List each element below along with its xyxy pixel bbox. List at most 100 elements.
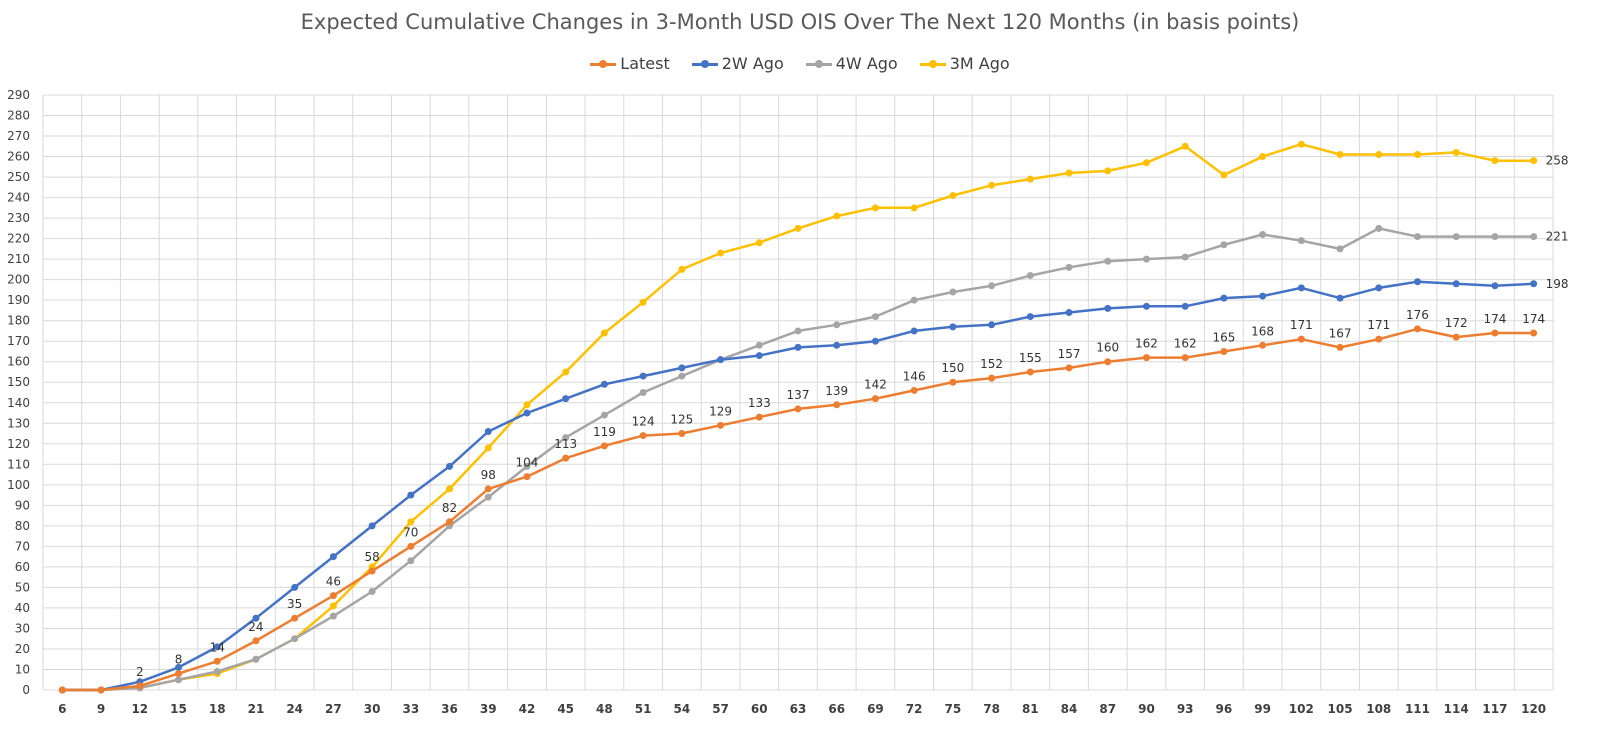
data-point-3m-ago [833, 212, 841, 220]
data-point-4w-ago [407, 557, 415, 565]
data-point-latest [717, 421, 725, 429]
data-label: 8 [175, 653, 183, 667]
x-tick-label: 51 [635, 702, 652, 716]
data-point-2w-ago [1413, 278, 1421, 286]
data-point-3m-ago [1142, 159, 1150, 167]
y-axis: 0 10 20 30 40 50 60 70 80 90 100 110 120 130 140 150 160… [7, 88, 30, 697]
legend-label-4w-ago: 4W Ago [835, 54, 898, 73]
data-label: 2 [136, 665, 144, 679]
data-point-4w-ago [1220, 241, 1228, 249]
data-point-latest [910, 386, 918, 394]
series-line-4w-ago [62, 227, 1534, 692]
data-point-2w-ago [1065, 308, 1073, 316]
data-label: 139 [825, 384, 848, 398]
data-point-4w-ago [1259, 231, 1267, 239]
data-point-2w-ago [407, 491, 415, 499]
data-point-4w-ago [562, 434, 570, 442]
data-label: 174 [1522, 312, 1545, 326]
data-point-2w-ago [562, 395, 570, 403]
data-label: 129 [709, 404, 732, 418]
x-tick-label: 57 [712, 702, 729, 716]
data-label: 155 [1019, 351, 1042, 365]
data-point-latest [523, 473, 531, 481]
data-point-3m-ago [1104, 167, 1112, 175]
data-label: 82 [442, 501, 457, 515]
series-4w-ago [58, 224, 1538, 694]
data-point-3m-ago [1491, 157, 1499, 165]
data-label: 162 [1135, 337, 1158, 351]
x-tick-label: 45 [557, 702, 574, 716]
x-tick-label: 36 [441, 702, 458, 716]
y-tick-label: 140 [7, 396, 30, 410]
data-point-latest [368, 567, 376, 575]
data-point-2w-ago [1259, 292, 1267, 300]
data-point-latest [1026, 368, 1034, 376]
x-tick-label: 111 [1405, 702, 1430, 716]
data-point-3m-ago [523, 401, 531, 409]
y-tick-label: 50 [15, 580, 30, 594]
data-point-3m-ago [1452, 148, 1460, 156]
data-point-latest [600, 442, 608, 450]
end-label-4w-ago: 221 [1546, 230, 1569, 244]
data-point-3m-ago [1297, 140, 1305, 148]
data-label: 124 [632, 415, 655, 429]
data-point-latest [988, 374, 996, 382]
data-point-3m-ago [562, 368, 570, 376]
x-tick-label: 87 [1099, 702, 1116, 716]
data-label: 150 [941, 361, 964, 375]
x-tick-label: 108 [1366, 702, 1391, 716]
data-point-4w-ago [1375, 224, 1383, 232]
data-label: 165 [1212, 330, 1235, 344]
y-tick-label: 20 [15, 642, 30, 656]
series-line-latest [62, 327, 1534, 692]
data-label: 172 [1445, 316, 1468, 330]
data-point-3m-ago [329, 602, 337, 610]
x-tick-label: 96 [1216, 702, 1233, 716]
y-tick-label: 190 [7, 293, 30, 307]
data-label: 133 [748, 396, 771, 410]
legend-swatch-latest [590, 57, 617, 71]
data-point-latest [175, 670, 183, 678]
data-point-3m-ago [1220, 171, 1228, 179]
data-point-3m-ago [1259, 153, 1267, 161]
data-point-latest [755, 413, 763, 421]
data-point-2w-ago [678, 364, 686, 372]
data-label: 24 [248, 620, 263, 634]
y-tick-label: 280 [7, 109, 30, 123]
legend-swatch-3m-ago [919, 57, 946, 71]
y-tick-label: 120 [7, 437, 30, 451]
data-point-4w-ago [794, 327, 802, 335]
legend-item-3m-ago: 3M Ago [919, 54, 1010, 73]
y-tick-label: 0 [22, 683, 30, 697]
data-point-latest [1259, 341, 1267, 349]
data-label: 58 [364, 550, 379, 564]
legend-swatch-4w-ago [805, 57, 832, 71]
x-tick-label: 102 [1289, 702, 1314, 716]
data-point-3m-ago [446, 485, 454, 493]
x-tick-label: 66 [828, 702, 845, 716]
y-tick-label: 110 [7, 457, 30, 471]
x-tick-label: 6 [58, 702, 66, 716]
x-tick-label: 90 [1138, 702, 1155, 716]
x-tick-label: 105 [1328, 702, 1353, 716]
data-point-2w-ago [794, 343, 802, 351]
x-tick-label: 93 [1177, 702, 1194, 716]
x-tick-label: 15 [170, 702, 187, 716]
data-label: 70 [403, 525, 418, 539]
data-point-latest [1491, 329, 1499, 337]
x-axis: 6 9 12 15 18 21 24 27 30 33 36 39 42 45 48 51 54 57 60 63 66… [58, 702, 1546, 716]
data-point-2w-ago [639, 372, 647, 380]
data-point-3m-ago [1375, 151, 1383, 158]
y-tick-label: 130 [7, 416, 30, 430]
data-point-3m-ago [755, 239, 763, 247]
x-tick-label: 75 [945, 702, 962, 716]
y-tick-label: 290 [7, 88, 30, 102]
data-point-3m-ago [1413, 151, 1421, 158]
gridlines [42, 94, 1554, 691]
data-point-3m-ago [1181, 142, 1189, 150]
data-point-latest [291, 614, 299, 622]
y-tick-label: 200 [7, 273, 30, 287]
data-point-4w-ago [678, 372, 686, 380]
data-point-2w-ago [1181, 302, 1189, 310]
data-point-2w-ago [175, 663, 183, 671]
